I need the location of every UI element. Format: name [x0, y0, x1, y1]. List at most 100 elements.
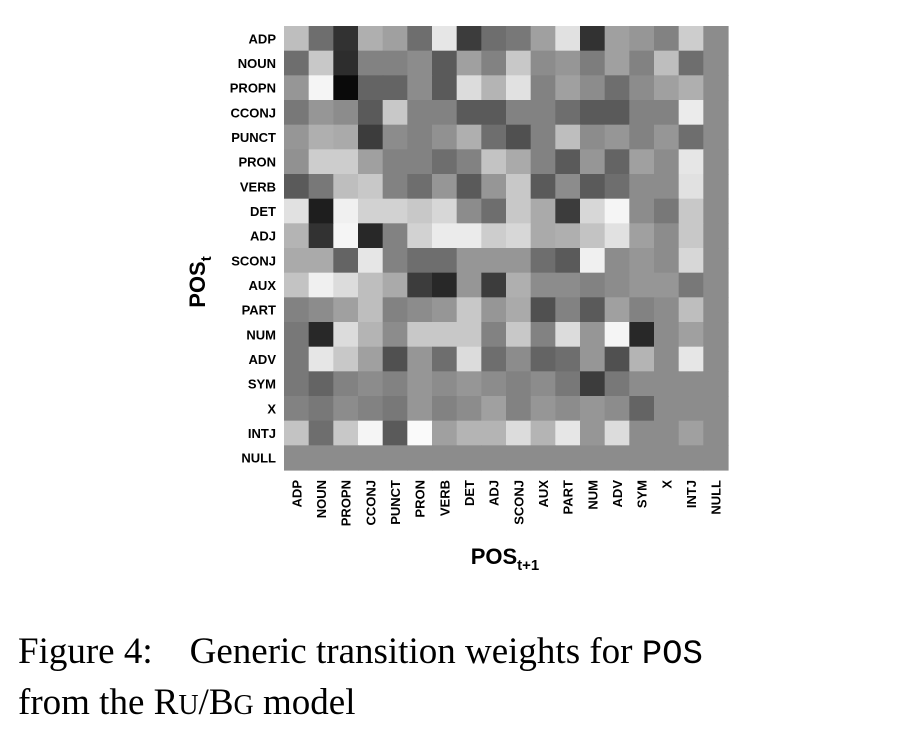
- cell-adj-cconj: [358, 223, 384, 249]
- cell-cconj-num: [580, 100, 606, 126]
- cell-intj-propn: [333, 420, 359, 446]
- cell-adv-punct: [382, 346, 408, 372]
- cell-noun-cconj: [358, 50, 384, 76]
- cell-adv-det: [456, 346, 482, 372]
- cell-num-det: [456, 322, 482, 348]
- cell-part-cconj: [358, 297, 384, 323]
- cell-verb-cconj: [358, 174, 384, 200]
- cell-adj-intj: [678, 223, 704, 249]
- cell-intj-adp: [284, 420, 310, 446]
- cell-pron-punct: [382, 149, 408, 175]
- cell-verb-adp: [284, 174, 310, 200]
- x-axis-title: POSt+1: [471, 544, 540, 574]
- cell-punct-verb: [432, 124, 458, 150]
- cell-adp-adp: [284, 26, 310, 52]
- cell-aux-adp: [284, 272, 310, 298]
- cell-adv-num: [580, 346, 606, 372]
- cell-sym-null: [703, 371, 729, 397]
- cell-sym-noun: [308, 371, 334, 397]
- row-label-punct: PUNCT: [231, 130, 276, 145]
- cell-pron-propn: [333, 149, 359, 175]
- cell-intj-null: [703, 420, 729, 446]
- cell-intj-aux: [530, 420, 556, 446]
- cell-sym-intj: [678, 371, 704, 397]
- cell-intj-adv: [604, 420, 630, 446]
- cell-propn-sconj: [506, 75, 532, 101]
- cell-noun-verb: [432, 50, 458, 76]
- cell-cconj-cconj: [358, 100, 384, 126]
- cell-sconj-noun: [308, 248, 334, 274]
- cell-cconj-adj: [481, 100, 507, 126]
- cell-part-propn: [333, 297, 359, 323]
- cell-pron-adj: [481, 149, 507, 175]
- cell-sym-sconj: [506, 371, 532, 397]
- cell-aux-num: [580, 272, 606, 298]
- cell-intj-punct: [382, 420, 408, 446]
- cell-adp-aux: [530, 26, 556, 52]
- cell-x-sym: [629, 396, 655, 422]
- cell-det-aux: [530, 198, 556, 224]
- cell-punct-det: [456, 124, 482, 150]
- cell-part-adv: [604, 297, 630, 323]
- cell-propn-aux: [530, 75, 556, 101]
- cell-sconj-cconj: [358, 248, 384, 274]
- cell-propn-adp: [284, 75, 310, 101]
- cell-det-adp: [284, 198, 310, 224]
- cell-sym-verb: [432, 371, 458, 397]
- cell-intj-num: [580, 420, 606, 446]
- cell-noun-null: [703, 50, 729, 76]
- cell-sconj-punct: [382, 248, 408, 274]
- cell-adj-adp: [284, 223, 310, 249]
- cell-aux-sconj: [506, 272, 532, 298]
- cell-num-propn: [333, 322, 359, 348]
- cell-x-cconj: [358, 396, 384, 422]
- cell-adv-intj: [678, 346, 704, 372]
- cell-det-cconj: [358, 198, 384, 224]
- caption-line-1: Figure 4: Generic transition weights for…: [18, 628, 890, 679]
- column-label-verb: VERB: [437, 480, 452, 516]
- cell-noun-intj: [678, 50, 704, 76]
- cell-adj-punct: [382, 223, 408, 249]
- cell-cconj-sconj: [506, 100, 532, 126]
- cell-punct-x: [654, 124, 680, 150]
- cell-adp-noun: [308, 26, 334, 52]
- row-label-x: X: [267, 401, 276, 416]
- cell-intj-intj: [678, 420, 704, 446]
- cell-verb-noun: [308, 174, 334, 200]
- cell-pron-null: [703, 149, 729, 175]
- cell-adj-pron: [407, 223, 433, 249]
- row-label-adv: ADV: [249, 352, 277, 367]
- cell-part-x: [654, 297, 680, 323]
- column-label-noun: NOUN: [314, 480, 329, 518]
- cell-noun-adv: [604, 50, 630, 76]
- cell-intj-adj: [481, 420, 507, 446]
- cell-adp-null: [703, 26, 729, 52]
- cell-verb-num: [580, 174, 606, 200]
- cell-null-det: [456, 445, 482, 471]
- heatmap-cells: [284, 26, 729, 471]
- row-label-aux: AUX: [249, 278, 277, 293]
- cell-adj-adj: [481, 223, 507, 249]
- cell-sconj-intj: [678, 248, 704, 274]
- cell-det-part: [555, 198, 581, 224]
- cell-verb-det: [456, 174, 482, 200]
- cell-adp-adj: [481, 26, 507, 52]
- column-label-propn: PROPN: [339, 480, 354, 526]
- cell-cconj-null: [703, 100, 729, 126]
- cell-propn-null: [703, 75, 729, 101]
- cell-intj-det: [456, 420, 482, 446]
- cell-punct-cconj: [358, 124, 384, 150]
- cell-adp-adv: [604, 26, 630, 52]
- cell-cconj-x: [654, 100, 680, 126]
- cell-adj-adv: [604, 223, 630, 249]
- cell-sym-x: [654, 371, 680, 397]
- cell-verb-punct: [382, 174, 408, 200]
- cell-adp-sconj: [506, 26, 532, 52]
- cell-sconj-null: [703, 248, 729, 274]
- cell-num-adp: [284, 322, 310, 348]
- cell-adp-x: [654, 26, 680, 52]
- cell-num-adv: [604, 322, 630, 348]
- cell-propn-cconj: [358, 75, 384, 101]
- row-label-sconj: SCONJ: [231, 253, 276, 268]
